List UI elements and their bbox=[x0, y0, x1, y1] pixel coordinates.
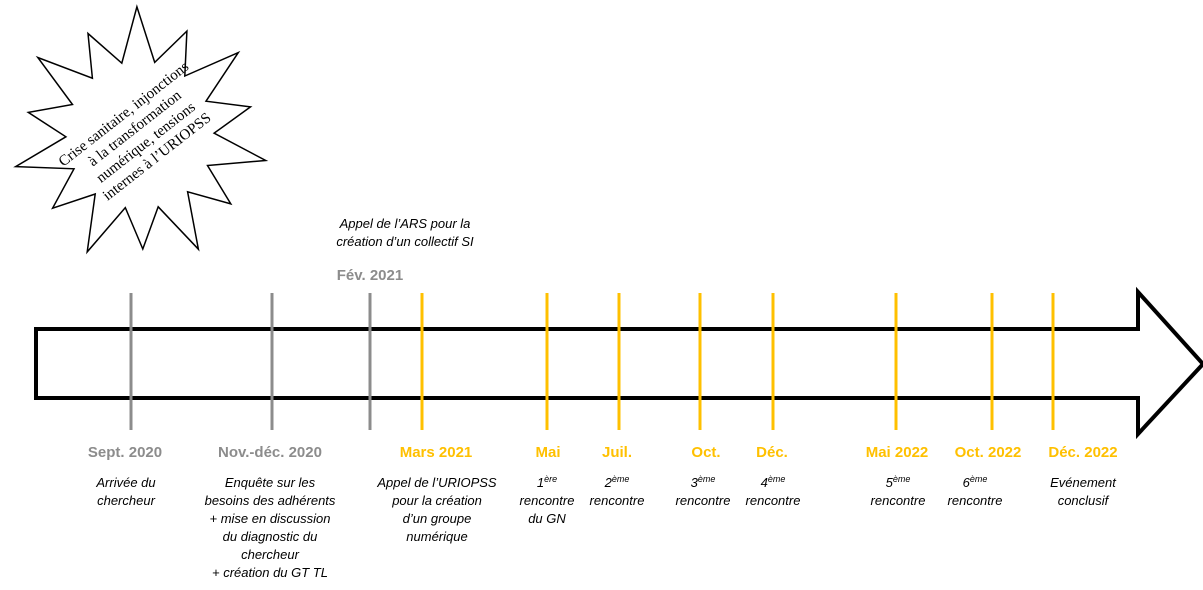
event-description: rencontre bbox=[871, 493, 926, 508]
ordinal-suffix: ème bbox=[698, 474, 716, 484]
ordinal-number: 5 bbox=[886, 475, 894, 490]
event-description: 2ème bbox=[604, 474, 630, 490]
event-description: pour la création bbox=[391, 493, 482, 508]
event-date: Déc. bbox=[756, 444, 788, 461]
ordinal-suffix: ème bbox=[893, 474, 911, 484]
event-date: Nov.-déc. 2020 bbox=[218, 444, 322, 461]
ordinal-number: 2 bbox=[604, 475, 613, 490]
ordinal-suffix: ère bbox=[544, 474, 557, 484]
event-description: chercheur bbox=[97, 493, 155, 508]
event-description: + mise en discussion bbox=[209, 511, 330, 526]
event-description: Appel de l’URIOPSS bbox=[376, 475, 497, 490]
event-description: Evénement bbox=[1050, 475, 1117, 490]
event-description: 6ème bbox=[963, 474, 988, 490]
event-date: Déc. 2022 bbox=[1048, 444, 1117, 461]
event-date: Mars 2021 bbox=[400, 444, 473, 461]
event-description: 1ère bbox=[537, 474, 557, 490]
ordinal-suffix: ème bbox=[768, 474, 786, 484]
event-description: création d’un collectif SI bbox=[336, 234, 474, 249]
event-description: rencontre bbox=[746, 493, 801, 508]
event-description: + création du GT TL bbox=[212, 565, 328, 580]
event-date: Fév. 2021 bbox=[337, 267, 403, 284]
event-date: Oct. 2022 bbox=[955, 444, 1022, 461]
event-description: du GN bbox=[528, 511, 566, 526]
event-description: Appel de l’ARS pour la bbox=[339, 216, 471, 231]
event-date: Mai 2022 bbox=[866, 444, 929, 461]
ordinal-suffix: ème bbox=[970, 474, 988, 484]
event-description: chercheur bbox=[241, 547, 299, 562]
ordinal-suffix: ème bbox=[612, 474, 630, 484]
ordinal-number: 1 bbox=[537, 475, 544, 490]
event-description: rencontre bbox=[520, 493, 575, 508]
event-description: rencontre bbox=[676, 493, 731, 508]
event-description: rencontre bbox=[590, 493, 645, 508]
event-description: 4ème bbox=[761, 474, 786, 490]
event-date: Oct. bbox=[691, 444, 720, 461]
event-description: conclusif bbox=[1058, 493, 1110, 508]
event-description: d’un groupe bbox=[403, 511, 472, 526]
event-description: Arrivée du bbox=[95, 475, 155, 490]
event-date: Juil. bbox=[602, 444, 632, 461]
ordinal-number: 3 bbox=[691, 475, 699, 490]
event-description: du diagnostic du bbox=[223, 529, 318, 544]
event-description: besoins des adhérents bbox=[205, 493, 336, 508]
event-description: Enquête sur les bbox=[225, 475, 316, 490]
event-date: Mai bbox=[535, 444, 560, 461]
event-description: 3ème bbox=[691, 474, 716, 490]
event-description: numérique bbox=[406, 529, 467, 544]
burst-shape bbox=[13, 4, 269, 255]
ordinal-number: 4 bbox=[761, 475, 768, 490]
event-description: 5ème bbox=[886, 474, 911, 490]
ordinal-number: 6 bbox=[963, 475, 971, 490]
event-date: Sept. 2020 bbox=[88, 444, 162, 461]
event-description: rencontre bbox=[948, 493, 1003, 508]
